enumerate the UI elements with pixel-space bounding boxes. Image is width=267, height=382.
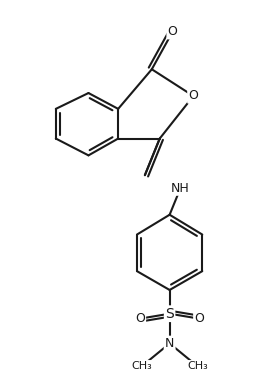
Text: CH₃: CH₃: [132, 361, 152, 371]
Text: CH₃: CH₃: [132, 361, 152, 371]
Text: N: N: [165, 337, 174, 350]
Text: N: N: [165, 337, 174, 350]
Text: NH: NH: [171, 181, 190, 194]
Text: O: O: [189, 89, 198, 102]
Text: O: O: [194, 312, 204, 325]
Text: CH₃: CH₃: [187, 361, 208, 371]
Text: O: O: [135, 312, 145, 325]
Text: S: S: [165, 307, 174, 321]
Text: O: O: [135, 312, 145, 325]
Text: S: S: [165, 307, 174, 321]
Text: O: O: [194, 312, 204, 325]
Text: CH₃: CH₃: [187, 361, 208, 371]
Text: NH: NH: [171, 181, 190, 194]
Text: O: O: [168, 25, 178, 38]
Text: O: O: [189, 89, 198, 102]
Text: O: O: [168, 25, 178, 38]
